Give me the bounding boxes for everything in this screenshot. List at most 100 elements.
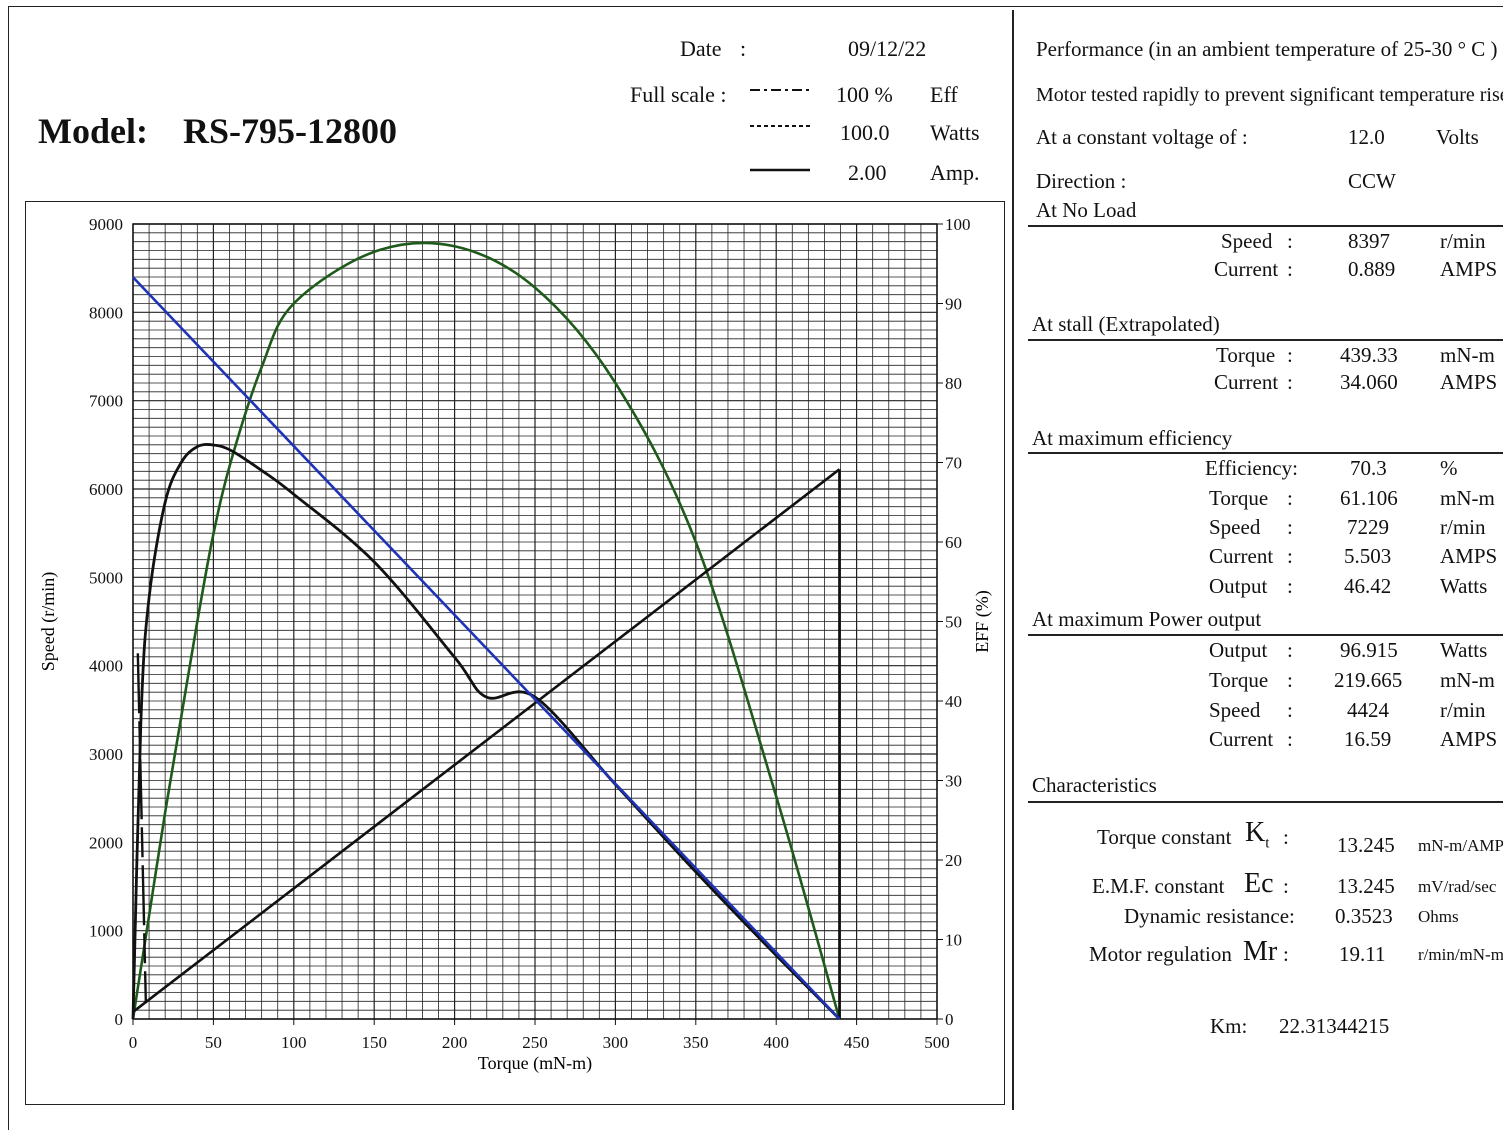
y-tick-label: 3000 (89, 745, 123, 764)
stall-current-value: 34.060 (1340, 370, 1398, 394)
direction-value: CCW (1348, 169, 1396, 193)
colon: : (1283, 825, 1289, 849)
max-eff-efficiency-label: Efficiency: (1205, 456, 1298, 480)
y-tick-label: 0 (115, 1010, 124, 1029)
y2-tick-label: 60 (945, 533, 962, 552)
ec-unit: mV/rad/sec (1418, 877, 1497, 896)
colon: : (1287, 574, 1293, 598)
max-eff-efficiency-value: 70.3 (1350, 456, 1387, 480)
legend-value-eff: 100 % (836, 82, 893, 107)
series-lines (131, 241, 841, 1020)
colon: : (1287, 370, 1293, 394)
no-load-heading: At No Load (1036, 198, 1137, 222)
x-tick-label: 300 (603, 1033, 629, 1052)
y2-tick-label: 80 (945, 374, 962, 393)
y2-tick-label: 30 (945, 772, 962, 791)
y2-tick-label: 70 (945, 454, 962, 473)
column-divider (1012, 10, 1014, 1110)
mr-unit: r/min/mN-m (1418, 945, 1503, 964)
max-power-current-value: 16.59 (1344, 727, 1392, 751)
colon: : (1287, 515, 1293, 539)
no-load-speed-value: 8397 (1348, 229, 1390, 253)
max-eff-efficiency-unit: % (1440, 456, 1458, 480)
colon: : (1287, 229, 1293, 253)
colon: : (1287, 486, 1293, 510)
kt-symbol: Kt (1245, 817, 1270, 852)
stall-rule (1028, 339, 1503, 341)
legend-value-amp: 2.00 (848, 160, 887, 185)
max-power-heading: At maximum Power output (1032, 607, 1262, 631)
stall-current-label: Current (1214, 370, 1279, 394)
ec-value: 13.245 (1337, 874, 1395, 898)
page-frame (8, 6, 1503, 1130)
date-label: Date (680, 36, 722, 61)
date-colon: : (740, 36, 747, 61)
stall-torque-value: 439.33 (1340, 343, 1398, 367)
max-power-speed-label: Speed (1209, 698, 1261, 722)
legend-unit-watts: Watts (930, 120, 980, 145)
stall-current-unit: AMPS (1440, 370, 1498, 394)
max-eff-torque-unit: mN-m (1440, 486, 1495, 510)
ec-symbol: Ec (1244, 868, 1274, 899)
x-tick-label: 100 (281, 1033, 307, 1052)
no-load-speed-label: Speed (1221, 229, 1273, 253)
characteristics-rule (1028, 801, 1503, 803)
dynamic-resistance-unit: Ohms (1418, 907, 1459, 926)
max-power-speed-unit: r/min (1440, 698, 1486, 722)
x-tick-label: 400 (763, 1033, 789, 1052)
max-eff-torque-label: Torque (1209, 486, 1269, 510)
voltage-unit: Volts (1436, 125, 1479, 149)
ec-label: E.M.F. constant (1092, 874, 1225, 898)
legend-value-watts: 100.0 (840, 120, 890, 145)
x-tick-label: 0 (129, 1033, 138, 1052)
y-tick-label: 5000 (89, 568, 123, 587)
max-power-torque-value: 219.665 (1334, 668, 1403, 692)
no-load-current-value: 0.889 (1348, 257, 1396, 281)
y2-tick-label: 50 (945, 613, 962, 632)
no-load-rule (1028, 225, 1503, 227)
legend-unit-eff: Eff (930, 82, 958, 107)
dynamic-resistance-label: Dynamic resistance: (1124, 904, 1295, 928)
current-line (132, 468, 841, 1013)
y2-tick-label: 10 (945, 931, 962, 950)
x-tick-label: 350 (683, 1033, 709, 1052)
y2-tick-label: 20 (945, 851, 962, 870)
x-tick-label: 500 (924, 1033, 950, 1052)
x-tick-label: 50 (205, 1033, 222, 1052)
performance-chart: 0 50 100 150 200 250 300 350 400 450 5000100020003… (38, 215, 993, 1074)
chart-grid (132, 223, 938, 1020)
colon: : (1287, 544, 1293, 568)
report-note: Motor tested rapidly to prevent signific… (1036, 84, 1503, 106)
max-eff-heading: At maximum efficiency (1032, 426, 1233, 450)
no-load-current-label: Current (1214, 257, 1279, 281)
legend-line-samples (750, 89, 810, 172)
initial-dashed-segment (136, 653, 148, 1004)
full-scale-label: Full scale : (630, 82, 727, 107)
max-eff-rule (1028, 452, 1503, 454)
colon: : (1287, 668, 1293, 692)
km-value: 22.31344215 (1279, 1014, 1390, 1038)
y-axis-label: Speed (r/min) (38, 572, 59, 671)
km-label: Km: (1210, 1014, 1248, 1038)
y-tick-label: 7000 (89, 392, 123, 411)
efficiency-curve (131, 241, 841, 1020)
report-title: Performance (in an ambient temperature o… (1036, 37, 1498, 61)
x-tick-label: 200 (442, 1033, 468, 1052)
y-tick-label: 6000 (89, 480, 123, 499)
model-value: RS-795-12800 (183, 111, 397, 151)
kt-value: 13.245 (1337, 833, 1395, 857)
stall-heading: At stall (Extrapolated) (1032, 312, 1220, 336)
direction-label: Direction : (1036, 169, 1127, 193)
mr-value: 19.11 (1339, 942, 1386, 966)
y2-axis-label: EFF (%) (972, 590, 993, 653)
x-tick-label: 450 (844, 1033, 870, 1052)
y2-tick-label: 0 (945, 1010, 954, 1029)
y-tick-label: 1000 (89, 922, 123, 941)
chart-frame (25, 201, 1005, 1105)
speed-line (132, 276, 841, 1020)
y-tick-label: 8000 (89, 303, 123, 322)
date-value: 09/12/22 (848, 36, 927, 61)
x-axis-label: Torque (mN-m) (478, 1053, 592, 1074)
no-load-speed-unit: r/min (1440, 229, 1486, 253)
voltage-label: At a constant voltage of : (1036, 125, 1248, 149)
